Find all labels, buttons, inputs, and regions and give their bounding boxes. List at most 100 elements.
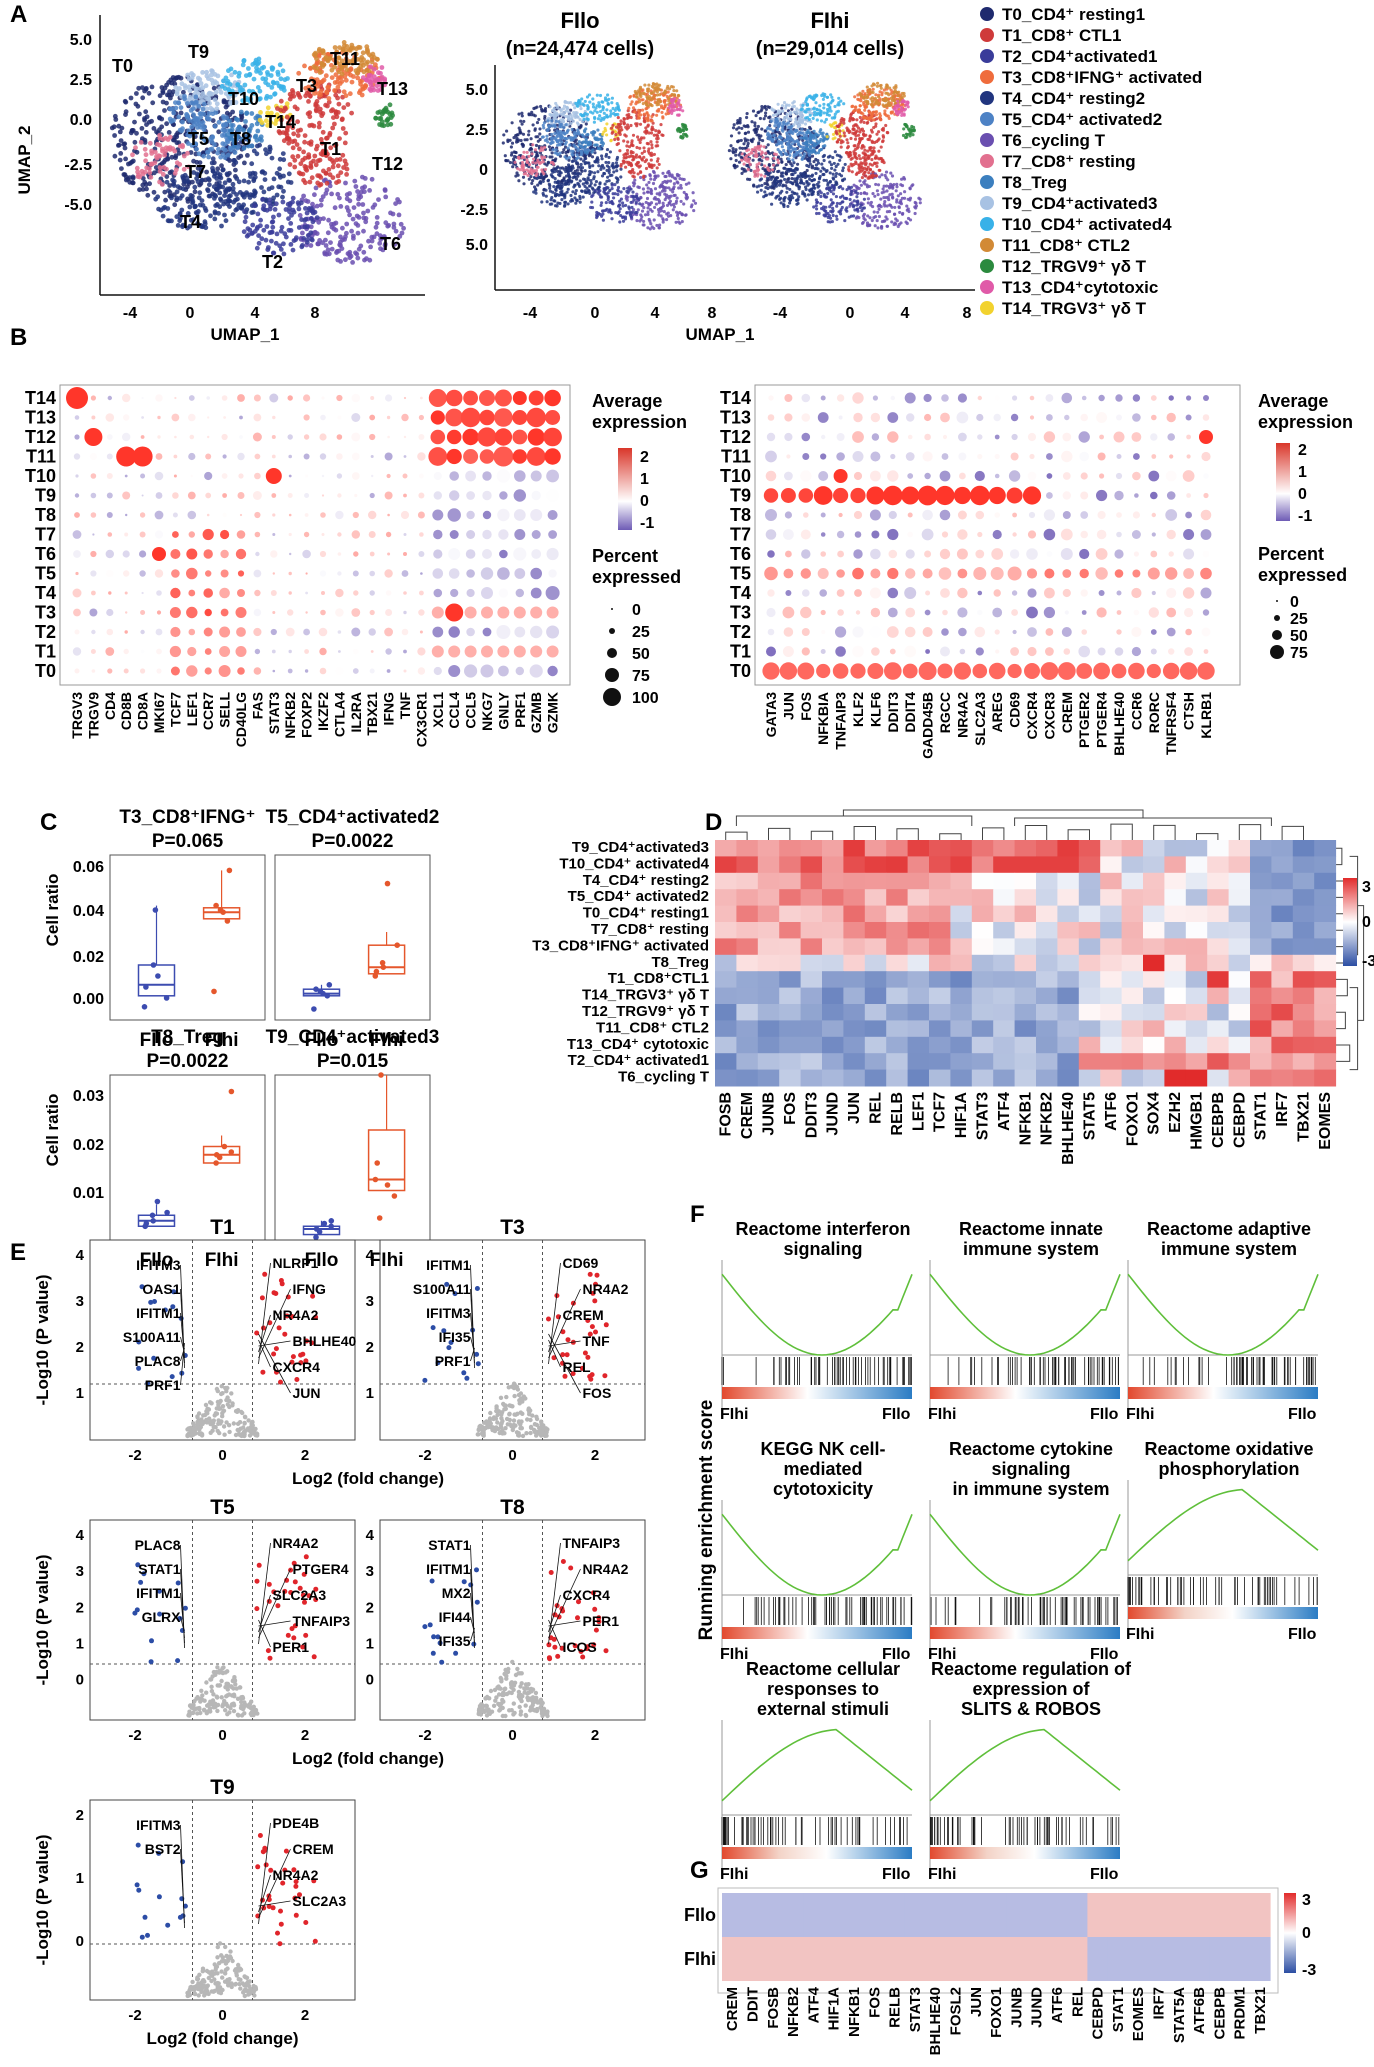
umap-point bbox=[302, 133, 308, 139]
umap-point bbox=[641, 92, 645, 96]
umap-point bbox=[663, 174, 667, 179]
umap-point bbox=[660, 110, 664, 114]
umap-point bbox=[657, 210, 661, 214]
umap-point bbox=[833, 104, 837, 109]
umap-point bbox=[387, 102, 393, 108]
umap-point bbox=[137, 187, 142, 193]
umap-point bbox=[815, 118, 819, 122]
umap-point bbox=[541, 160, 545, 164]
umap-point bbox=[209, 160, 215, 166]
umap-point bbox=[554, 119, 558, 123]
umap-point bbox=[871, 87, 875, 91]
umap-point bbox=[782, 203, 786, 207]
umap-point bbox=[163, 197, 169, 203]
umap-point bbox=[626, 125, 631, 130]
umap-point bbox=[263, 147, 268, 153]
umap-point bbox=[837, 96, 841, 100]
umap-point bbox=[545, 134, 549, 138]
umap-point bbox=[581, 195, 585, 199]
umap-point bbox=[520, 122, 524, 126]
umap-point bbox=[211, 85, 217, 91]
umap-point bbox=[637, 138, 641, 142]
umap-point bbox=[624, 125, 628, 129]
umap-point bbox=[796, 198, 800, 202]
umap-point bbox=[842, 102, 846, 106]
umap-point bbox=[816, 133, 820, 137]
umap-point bbox=[207, 193, 213, 199]
umap-point bbox=[558, 166, 562, 170]
umap-point bbox=[290, 145, 296, 151]
umap-left-ytick: -5.0 bbox=[64, 197, 92, 214]
umap-point bbox=[187, 204, 193, 210]
umap-point bbox=[852, 117, 856, 121]
umap-point bbox=[565, 190, 569, 194]
umap-point bbox=[679, 199, 683, 203]
umap-point bbox=[601, 100, 605, 104]
umap-point bbox=[595, 136, 599, 140]
umap-point bbox=[819, 147, 824, 151]
panel-a-umap: UMAP_2 UMAP_1 5.02.50.0-2.5-5.0 -4 0 4 8 T0… bbox=[15, 5, 1202, 344]
umap-point bbox=[639, 175, 643, 180]
umap-point bbox=[634, 194, 638, 199]
umap-point bbox=[643, 83, 647, 87]
umap-point bbox=[235, 82, 241, 87]
umap-point bbox=[350, 216, 356, 222]
umap-point bbox=[195, 75, 201, 81]
umap-point bbox=[822, 158, 826, 163]
umap-point bbox=[383, 105, 389, 111]
umap-point bbox=[789, 181, 793, 185]
umap-point bbox=[538, 161, 542, 166]
umap-point bbox=[233, 207, 239, 213]
umap-point bbox=[170, 89, 176, 95]
umap-point bbox=[670, 111, 674, 115]
umap-point bbox=[644, 129, 648, 133]
umap-point bbox=[371, 87, 377, 93]
umap-point bbox=[597, 103, 601, 107]
umap-point bbox=[176, 74, 182, 80]
umap-point bbox=[205, 114, 210, 120]
umap-point bbox=[653, 187, 658, 191]
umap-point bbox=[208, 213, 213, 219]
umap-point bbox=[833, 150, 837, 154]
umap-point bbox=[140, 187, 146, 192]
umap-point bbox=[367, 52, 372, 58]
umap-point bbox=[545, 128, 549, 133]
umap-point bbox=[821, 166, 825, 170]
umap-point bbox=[185, 199, 191, 204]
umap-point bbox=[677, 173, 681, 177]
umap-point bbox=[655, 113, 659, 117]
umap-point bbox=[616, 178, 620, 182]
umap-point bbox=[652, 171, 656, 175]
umap-point bbox=[517, 156, 521, 160]
umap-point bbox=[574, 101, 578, 105]
umap-point bbox=[801, 171, 806, 176]
umap-point bbox=[598, 212, 602, 216]
umap-point bbox=[156, 153, 161, 159]
umap-point bbox=[596, 146, 601, 151]
umap-xtick: 8 bbox=[963, 305, 972, 322]
umap-point bbox=[550, 136, 554, 140]
umap-point bbox=[366, 238, 371, 244]
umap-point bbox=[368, 244, 373, 250]
umap-point bbox=[566, 128, 570, 132]
umap-point bbox=[690, 203, 694, 207]
umap-point bbox=[335, 191, 341, 197]
umap-point bbox=[646, 210, 650, 214]
umap-point bbox=[624, 196, 628, 200]
umap-point bbox=[209, 107, 215, 112]
umap-point bbox=[656, 144, 660, 148]
umap-point bbox=[157, 115, 163, 121]
umap-point bbox=[625, 211, 629, 215]
umap-point bbox=[576, 181, 580, 185]
umap-point bbox=[860, 146, 864, 150]
umap-point bbox=[501, 141, 505, 145]
umap-point bbox=[756, 144, 760, 148]
umap-point bbox=[753, 172, 757, 176]
umap-point bbox=[125, 161, 131, 167]
umap-point bbox=[595, 93, 599, 97]
cluster-label: T4 bbox=[180, 212, 201, 232]
umap-point bbox=[661, 201, 665, 205]
umap-point bbox=[290, 139, 295, 145]
umap-point bbox=[656, 197, 660, 201]
umap-point bbox=[541, 191, 545, 196]
